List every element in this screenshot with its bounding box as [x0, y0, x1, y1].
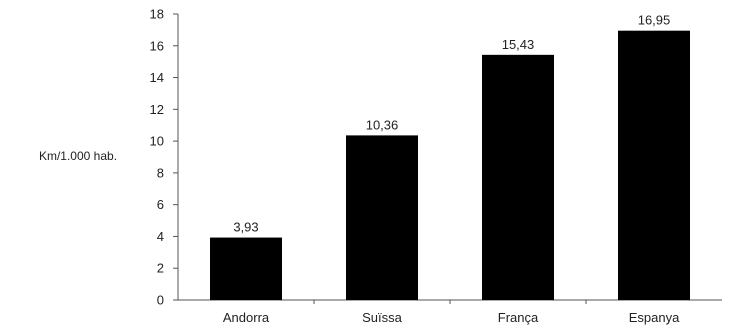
- data-label: 15,43: [502, 37, 535, 52]
- x-tick-label: Espanya: [629, 310, 680, 325]
- bar: [346, 135, 418, 300]
- y-tick-label: 16: [150, 38, 164, 53]
- bar: [482, 54, 554, 301]
- y-axis-title: Km/1.000 hab.: [39, 149, 117, 163]
- bar: [210, 237, 282, 300]
- labels: 3,93 Andorra 10,36 Suïssa 15,43 França 16,95 Es…: [223, 13, 680, 325]
- bar: [618, 30, 690, 301]
- y-tick-label: 14: [150, 70, 164, 85]
- data-label: 10,36: [366, 117, 399, 132]
- x-tick-label: Andorra: [223, 310, 270, 325]
- y-tick-label: 8: [157, 165, 164, 180]
- y-tick-label: 12: [150, 102, 164, 117]
- x-tick-label: Suïssa: [362, 310, 403, 325]
- y-tick-label: 2: [157, 261, 164, 276]
- y-tick-label: 4: [157, 229, 164, 244]
- y-tick-label: 18: [150, 7, 164, 22]
- y-tick-label: 0: [157, 293, 164, 308]
- bars: [210, 30, 690, 301]
- data-label: 16,95: [638, 13, 671, 28]
- x-tick-label: França: [498, 310, 539, 325]
- y-tick-label: 6: [157, 197, 164, 212]
- y-tick-label: 10: [150, 134, 164, 149]
- data-label: 3,93: [233, 220, 258, 235]
